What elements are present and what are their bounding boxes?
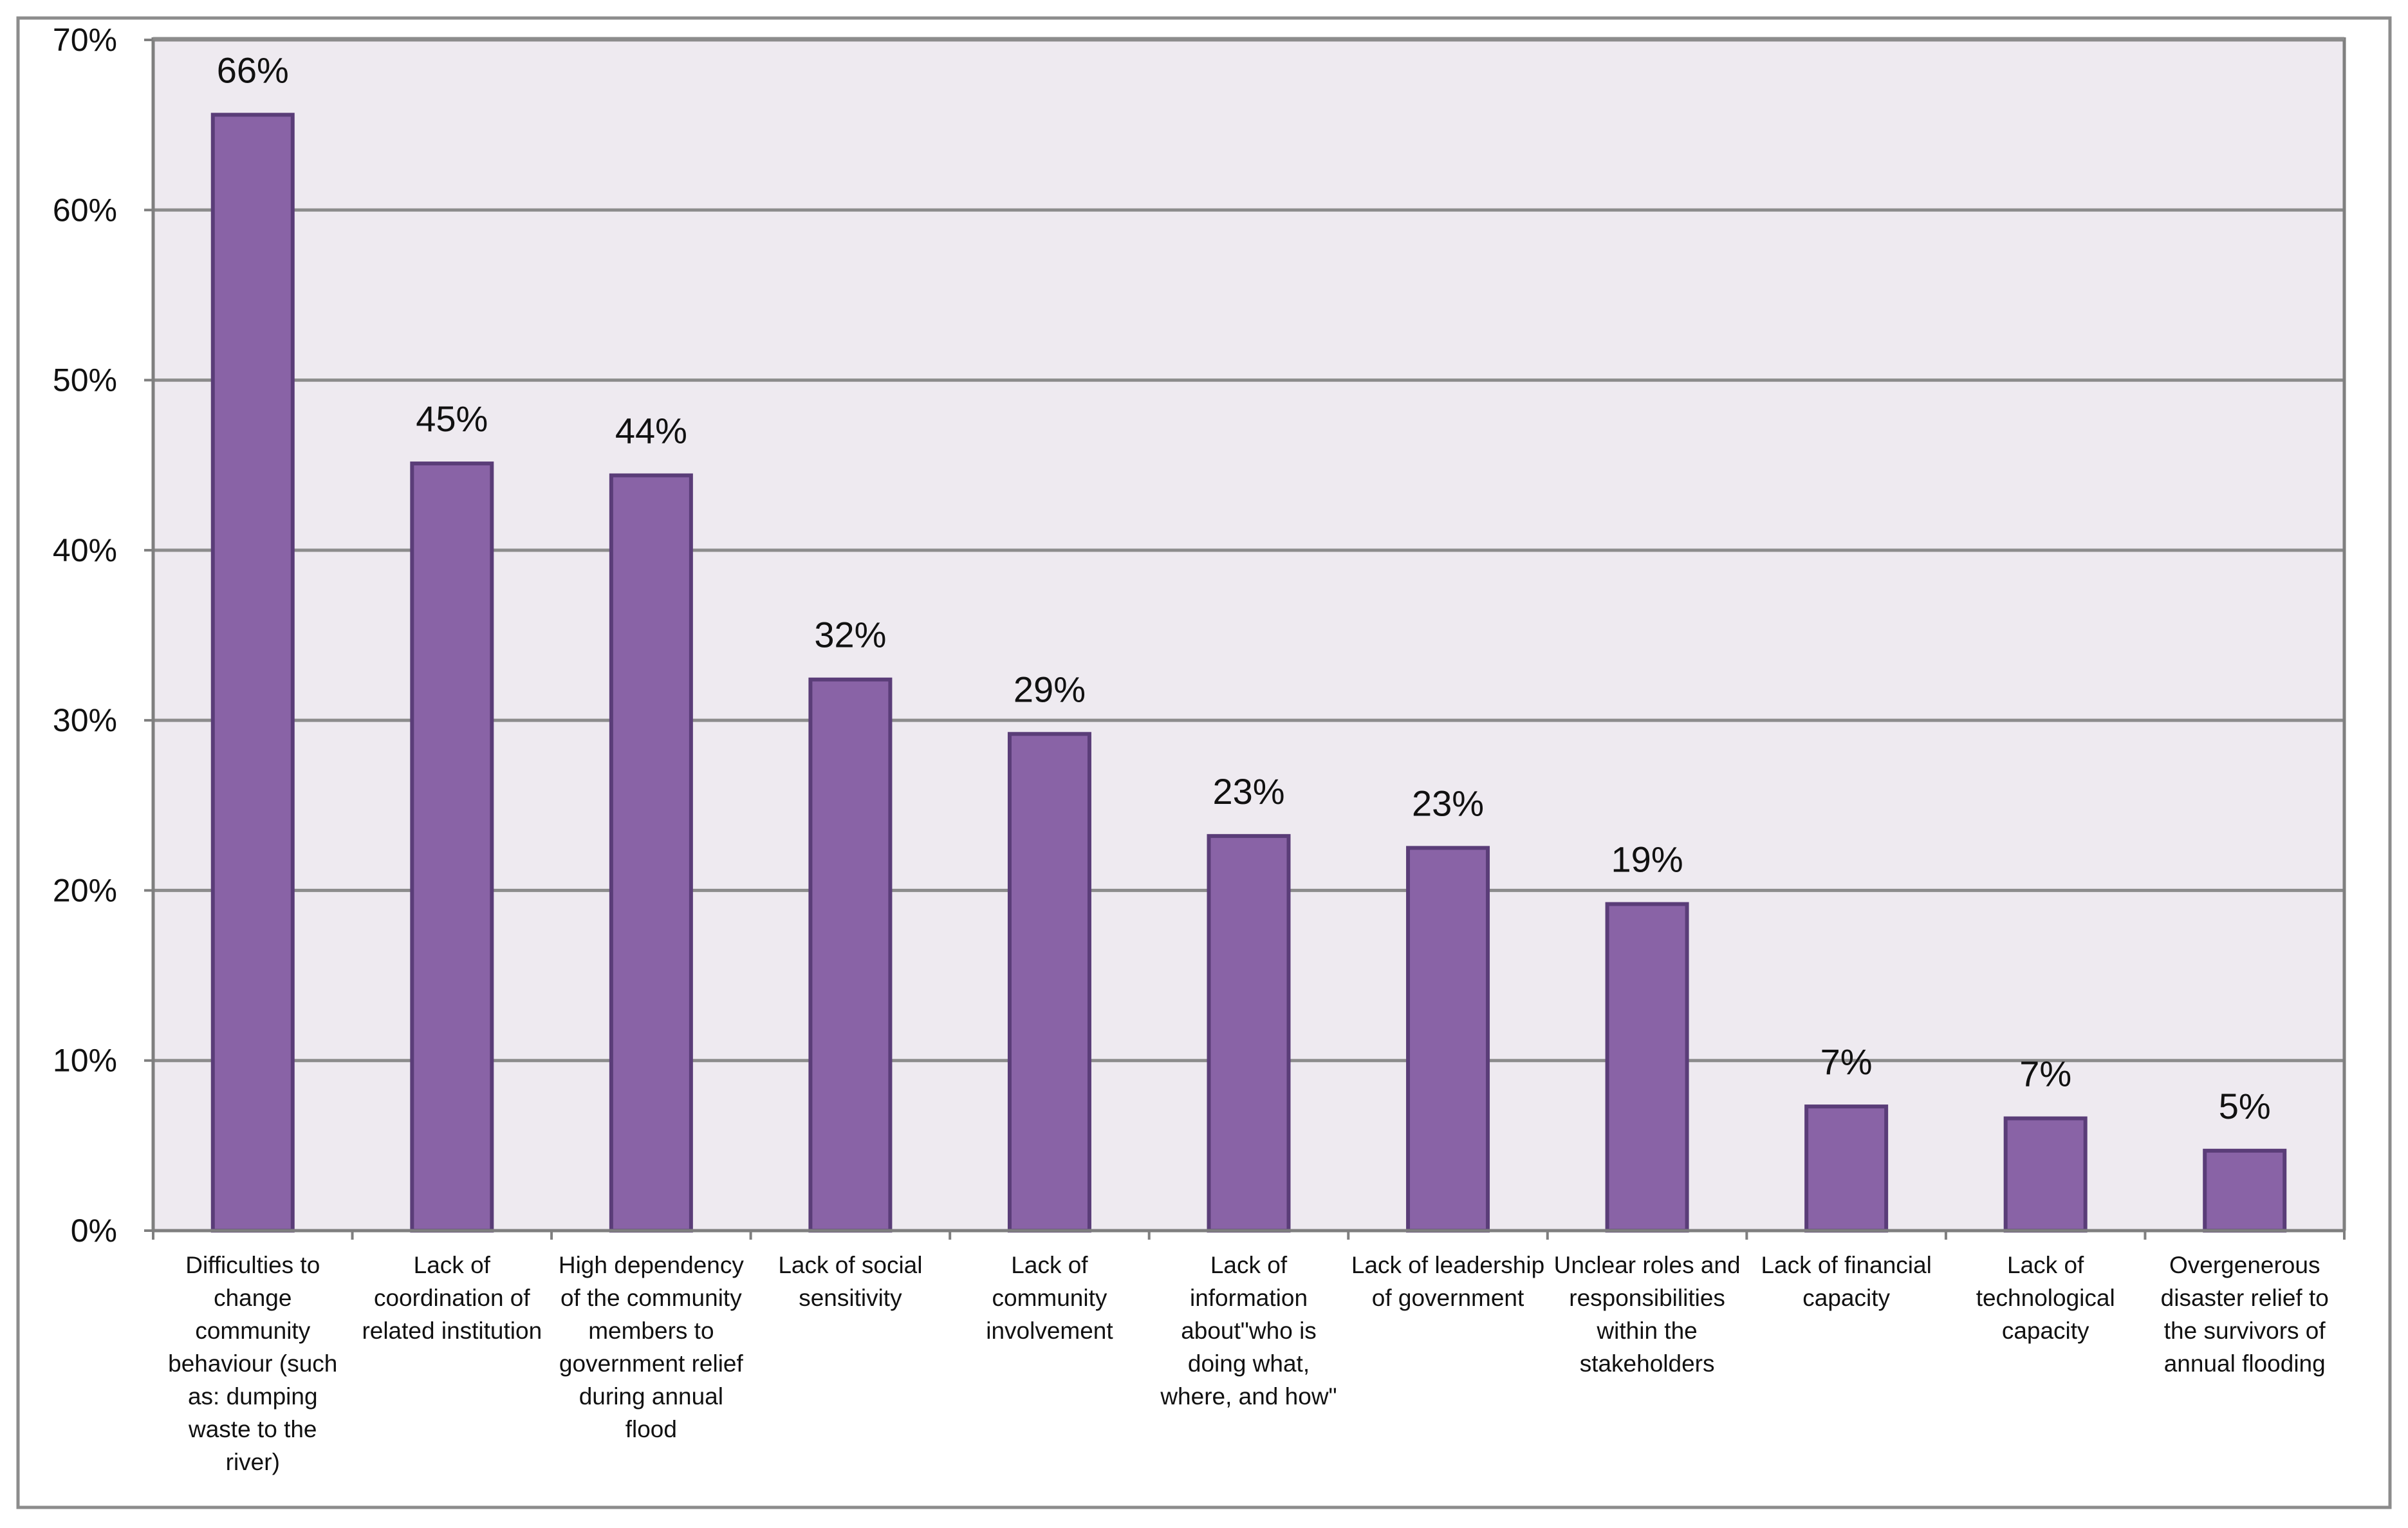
data-label: 7%	[2019, 1054, 2071, 1094]
data-label: 19%	[1611, 839, 1683, 880]
bar	[1804, 1104, 1889, 1233]
x-tick-label-line: related institution	[362, 1318, 542, 1344]
y-tick-label: 50%	[53, 362, 117, 398]
x-tick-label-line: capacity	[2002, 1318, 2089, 1344]
x-tick-label-line: Unclear roles and	[1554, 1252, 1741, 1278]
x-tick-label-line: where, and how"	[1160, 1383, 1337, 1410]
x-tick-label-line: community	[992, 1285, 1107, 1311]
x-tick-label-line: Difficulties to	[185, 1252, 320, 1278]
x-tick-label-line: doing what,	[1188, 1350, 1310, 1377]
x-tick-label-line: members to	[588, 1318, 714, 1344]
x-tick-label-line: change	[214, 1285, 292, 1311]
x-tick-label: Lack of technological capacity	[1976, 1252, 2115, 1344]
x-tick-label-line: Lack of financial	[1761, 1252, 1931, 1278]
x-axis-ticks: Difficulties to change community behaviour …	[168, 1252, 2329, 1475]
x-tick-label: Difficulties to change community behaviour …	[168, 1252, 337, 1475]
y-tick-label: 10%	[53, 1043, 117, 1079]
x-tick-label-line: about"who is	[1181, 1318, 1317, 1344]
x-tick-label-line: High dependency	[559, 1252, 744, 1278]
x-tick-label-line: waste to the	[188, 1416, 317, 1442]
y-tick-label: 20%	[53, 872, 117, 908]
x-tick-label: Lack of financial capacity	[1761, 1252, 1931, 1311]
x-tick-label: Lack of information about"who is doing what…	[1160, 1252, 1337, 1410]
data-label: 66%	[217, 50, 289, 90]
x-tick-label-line: river)	[226, 1449, 280, 1475]
bar	[2203, 1148, 2287, 1233]
bar	[808, 677, 893, 1233]
x-tick-label-line: Lack of	[1210, 1252, 1288, 1278]
x-tick-label-line: Overgenerous	[2169, 1252, 2320, 1278]
bar	[2003, 1116, 2088, 1233]
bar	[1406, 846, 1490, 1233]
bar	[609, 473, 693, 1233]
x-tick-label: Lack of coordination of related institutio…	[362, 1252, 542, 1344]
x-tick-label-line: behaviour (such	[168, 1350, 337, 1377]
data-label: 23%	[1212, 771, 1284, 812]
bar	[1007, 732, 1091, 1233]
x-tick-label-line: government relief	[559, 1350, 744, 1377]
x-tick-label-line: within the	[1596, 1318, 1697, 1344]
x-tick-label-line: Lack of social	[778, 1252, 922, 1278]
x-tick-label-line: annual flooding	[2164, 1350, 2326, 1377]
x-tick-label-line: during annual	[579, 1383, 723, 1410]
bar	[210, 113, 295, 1233]
x-tick-label-line: information	[1190, 1285, 1308, 1311]
x-tick-label-line: flood	[625, 1416, 677, 1442]
x-tick-label: Lack of leadership of government	[1351, 1252, 1544, 1311]
y-tick-label: 30%	[53, 702, 117, 738]
bar	[410, 461, 494, 1233]
x-tick-label-line: community	[195, 1318, 310, 1344]
data-label: 32%	[814, 615, 886, 655]
x-tick-label-line: sensitivity	[799, 1285, 902, 1311]
x-tick-label-line: responsibilities	[1569, 1285, 1725, 1311]
x-tick-label-line: Lack of	[2007, 1252, 2084, 1278]
x-tick-label-line: coordination of	[374, 1285, 530, 1311]
data-label: 44%	[615, 411, 687, 451]
bar	[1605, 902, 1689, 1233]
data-label: 7%	[1820, 1041, 1873, 1082]
y-tick-label: 60%	[53, 192, 117, 228]
x-tick-label-line: Lack of	[1011, 1252, 1088, 1278]
y-tick-label: 0%	[71, 1213, 117, 1249]
y-axis-ticks: 0% 10% 20% 30% 40% 50% 60% 70%	[53, 22, 153, 1249]
data-label: 29%	[1014, 669, 1086, 709]
x-tick-label: High dependency of the community members t…	[559, 1252, 744, 1442]
x-tick-label: Unclear roles and responsibilities within …	[1554, 1252, 1741, 1377]
x-tick-label-line: the survivors of	[2164, 1318, 2326, 1344]
x-tick-label-line: capacity	[1802, 1285, 1890, 1311]
x-tick-label-line: Lack of	[414, 1252, 491, 1278]
x-tick-label: Overgenerous disaster relief to the surviv…	[2161, 1252, 2329, 1377]
x-tick-label-line: of the community	[560, 1285, 742, 1311]
x-tick-label-line: stakeholders	[1580, 1350, 1715, 1377]
bar	[1207, 834, 1291, 1233]
x-tick-label: Lack of social sensitivity	[778, 1252, 922, 1311]
y-tick-label: 40%	[53, 532, 117, 568]
x-tick-label-line: involvement	[986, 1318, 1113, 1344]
x-tick-label: Lack of community involvement	[986, 1252, 1113, 1344]
x-tick-label-line: Lack of leadership	[1351, 1252, 1544, 1278]
x-tick-label-line: technological	[1976, 1285, 2115, 1311]
data-label: 5%	[2219, 1086, 2271, 1126]
data-label: 45%	[416, 398, 488, 439]
data-label: 23%	[1412, 783, 1484, 823]
y-tick-label: 70%	[53, 22, 117, 58]
data-labels: 66% 45% 44% 32% 29% 23% 23% 19% 7% 7% 5%	[217, 50, 2271, 1126]
x-tick-label-line: disaster relief to	[2161, 1285, 2329, 1311]
x-tick-label-line: as: dumping	[188, 1383, 318, 1410]
x-tick-label-line: of government	[1372, 1285, 1524, 1311]
axes	[151, 37, 2346, 1240]
